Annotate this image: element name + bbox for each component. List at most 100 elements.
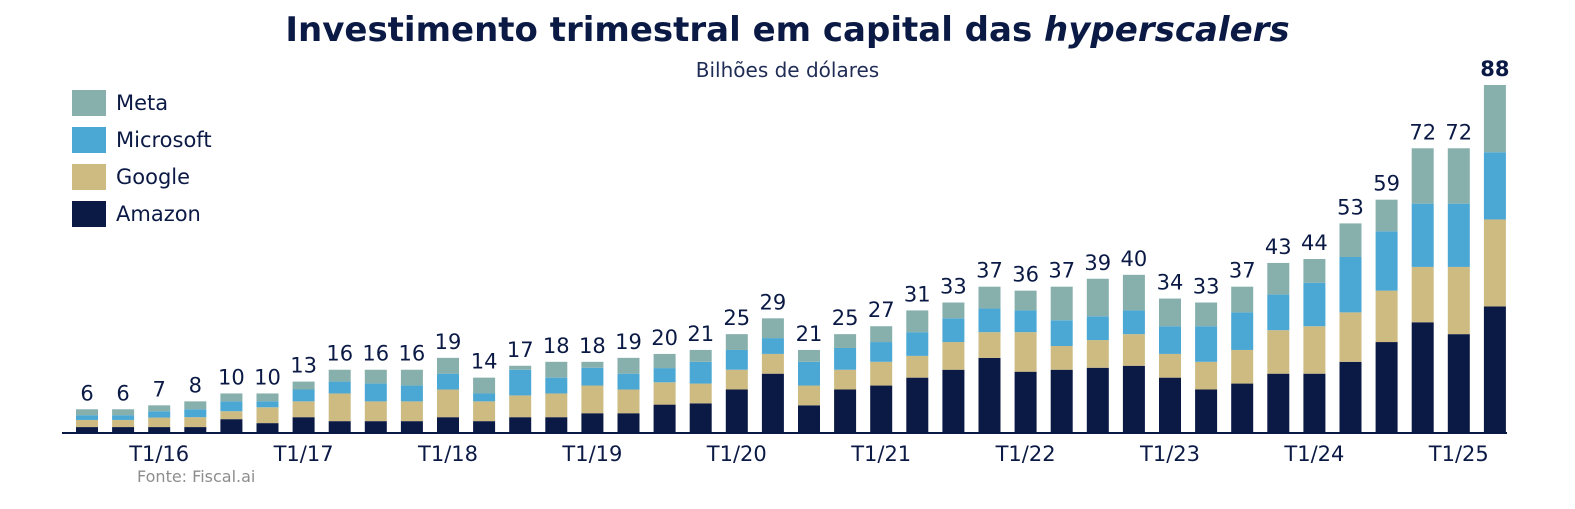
bar-microsoft-30: [1159, 326, 1181, 354]
total-label-6: 13: [290, 354, 317, 378]
legend-item-google: Google: [72, 158, 212, 195]
bar-amazon-27: [1050, 369, 1073, 433]
total-label-18: 25: [723, 306, 750, 330]
legend-label-google: Google: [116, 164, 191, 189]
x-tick-label-8: T1/24: [1283, 442, 1344, 466]
total-label-27: 37: [1048, 259, 1075, 283]
total-label-11: 14: [471, 350, 498, 374]
bar-google-29: [1122, 334, 1145, 366]
bar-microsoft-14: [581, 367, 604, 386]
total-label-19: 29: [760, 290, 787, 314]
total-label-3: 8: [189, 373, 202, 397]
bar-google-7: [328, 393, 351, 422]
chart-title: Investimento trimestral em capital das h…: [0, 10, 1575, 50]
x-tick-label-3: T1/19: [561, 442, 622, 466]
bar-meta-2: [148, 405, 171, 412]
bar-microsoft-22: [870, 342, 893, 362]
bar-google-27: [1050, 346, 1073, 370]
bar-google-17: [689, 383, 712, 404]
bar-microsoft-26: [1014, 310, 1037, 333]
bar-meta-18: [725, 334, 748, 350]
bar-amazon-0: [76, 427, 98, 433]
bar-google-12: [509, 395, 532, 418]
bar-meta-28: [1086, 278, 1109, 317]
bar-meta-5: [256, 393, 279, 402]
source-note: Fonte: Fiscal.ai: [137, 467, 256, 486]
bar-microsoft-19: [761, 338, 784, 354]
bar-meta-34: [1303, 259, 1326, 283]
bar-amazon-34: [1303, 373, 1326, 433]
x-tick-label-4: T1/20: [706, 442, 767, 466]
total-label-15: 19: [615, 330, 642, 354]
bar-amazon-9: [400, 421, 423, 433]
bar-meta-19: [761, 318, 784, 339]
total-label-33: 43: [1265, 235, 1292, 259]
bar-google-11: [473, 401, 496, 422]
bar-google-34: [1303, 326, 1326, 374]
total-label-22: 27: [868, 298, 895, 322]
bar-microsoft-9: [400, 385, 423, 402]
total-label-35: 53: [1337, 195, 1364, 219]
bar-microsoft-10: [437, 373, 459, 390]
bar-meta-23: [906, 310, 929, 333]
bar-microsoft-12: [509, 369, 532, 396]
bar-google-39: [1483, 219, 1506, 307]
x-tick-label-6: T1/22: [995, 442, 1056, 466]
chart-title-main: Investimento trimestral em capital das: [285, 10, 1045, 50]
bar-microsoft-7: [328, 381, 351, 394]
bar-google-4: [220, 411, 243, 420]
bar-amazon-18: [725, 389, 748, 433]
bar-meta-38: [1447, 148, 1470, 204]
bar-meta-29: [1122, 274, 1145, 311]
bar-google-1: [112, 419, 135, 428]
bar-amazon-33: [1267, 373, 1290, 433]
bar-google-37: [1411, 266, 1434, 323]
bar-meta-35: [1339, 223, 1362, 258]
bar-microsoft-2: [148, 411, 171, 418]
bar-amazon-2: [148, 427, 171, 433]
bar-microsoft-21: [834, 347, 857, 370]
bar-google-16: [653, 382, 676, 405]
bar-meta-1: [112, 409, 135, 416]
bar-amazon-20: [798, 405, 820, 433]
bar-google-19: [761, 353, 784, 374]
legend-item-meta: Meta: [72, 84, 212, 121]
bar-google-8: [364, 401, 387, 422]
total-label-2: 7: [153, 377, 166, 401]
bar-meta-12: [509, 365, 532, 370]
bar-meta-10: [437, 357, 459, 374]
legend-swatch-google: [72, 163, 106, 190]
bar-google-33: [1267, 330, 1290, 374]
total-label-23: 31: [904, 282, 931, 306]
legend-label-amazon: Amazon: [116, 201, 201, 226]
bar-amazon-6: [292, 417, 315, 433]
bar-google-20: [798, 385, 820, 406]
bar-microsoft-17: [689, 361, 712, 384]
bar-meta-4: [220, 393, 243, 402]
total-label-8: 16: [362, 342, 389, 366]
total-label-7: 16: [326, 342, 353, 366]
total-label-21: 25: [832, 306, 859, 330]
bar-google-31: [1195, 361, 1218, 390]
total-label-20: 21: [796, 322, 823, 346]
bar-microsoft-5: [256, 401, 279, 408]
bar-meta-0: [76, 409, 98, 416]
total-label-31: 33: [1193, 275, 1220, 299]
bar-microsoft-4: [220, 401, 243, 412]
bar-microsoft-23: [906, 332, 929, 356]
bar-meta-26: [1014, 290, 1037, 311]
bar-amazon-5: [256, 423, 279, 433]
bar-meta-39: [1483, 85, 1506, 153]
bar-meta-15: [617, 357, 640, 374]
bar-google-25: [978, 332, 1001, 358]
bar-amazon-28: [1086, 367, 1109, 433]
bar-google-21: [834, 369, 857, 390]
bar-google-5: [256, 407, 279, 424]
bar-meta-36: [1375, 199, 1398, 232]
total-label-25: 37: [976, 259, 1003, 283]
bar-microsoft-18: [725, 349, 748, 370]
total-label-13: 18: [543, 334, 570, 358]
bar-meta-11: [473, 377, 496, 394]
total-label-39: 88: [1480, 57, 1509, 81]
